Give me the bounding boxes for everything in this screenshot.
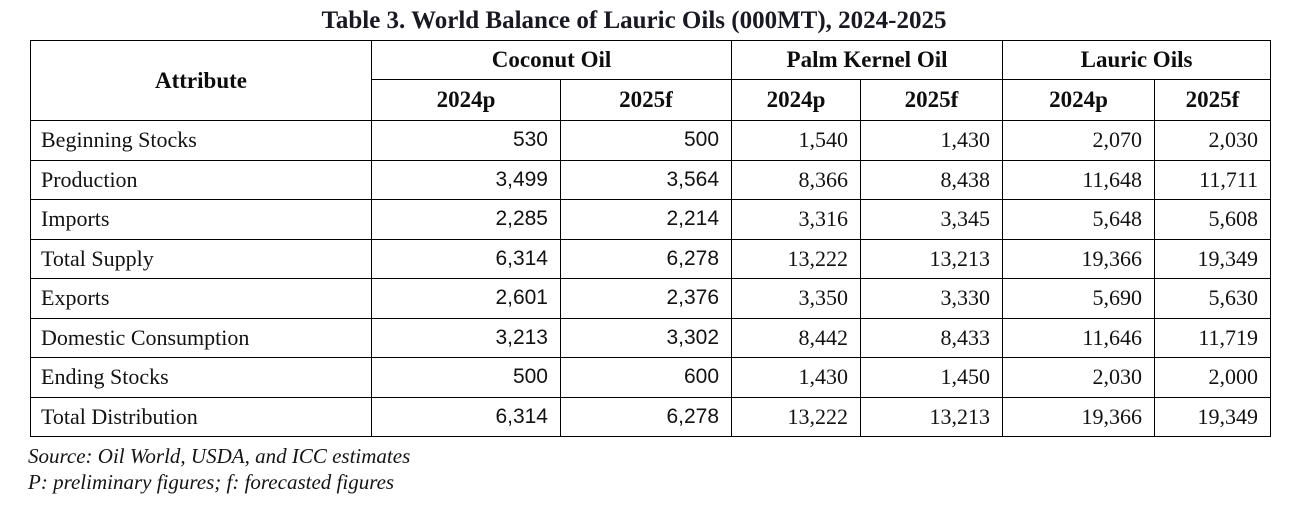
year-header-coconut-2025f: 2025f xyxy=(559,79,733,121)
value-cell: 13,213 xyxy=(860,396,1004,437)
table-row: Total Supply 6,314 6,278 13,222 13,213 19,366… xyxy=(30,238,1272,279)
value-cell: 2,285 xyxy=(371,199,561,240)
value-cell: 19,349 xyxy=(1154,238,1272,279)
value-cell: 6,314 xyxy=(371,238,561,279)
attribute-cell: Imports xyxy=(30,199,372,240)
year-header-lauric-2025f: 2025f xyxy=(1154,79,1272,121)
value-cell: 500 xyxy=(371,357,561,398)
value-cell: 2,030 xyxy=(1002,357,1156,398)
value-cell: 11,648 xyxy=(1002,159,1156,200)
attribute-cell: Exports xyxy=(30,278,372,319)
value-cell: 2,000 xyxy=(1154,357,1272,398)
value-cell: 19,366 xyxy=(1002,238,1156,279)
value-cell: 530 xyxy=(371,120,561,161)
value-cell: 1,430 xyxy=(860,120,1004,161)
value-cell: 11,646 xyxy=(1002,317,1156,358)
group-header-row: Attribute Coconut Oil Palm Kernel Oil La… xyxy=(30,40,1272,121)
value-cell: 600 xyxy=(559,357,733,398)
value-cell: 3,302 xyxy=(559,317,733,358)
value-cell: 11,719 xyxy=(1154,317,1272,358)
group-header-lauric-oils: Lauric Oils xyxy=(1002,40,1272,80)
value-cell: 3,499 xyxy=(371,159,561,200)
value-cell: 5,690 xyxy=(1002,278,1156,319)
group-header-palm-kernel-oil: Palm Kernel Oil xyxy=(731,40,1004,80)
table-row: Imports 2,285 2,214 3,316 3,345 5,648 5,608 xyxy=(30,199,1272,240)
attribute-cell: Total Distribution xyxy=(30,396,372,437)
value-cell: 2,070 xyxy=(1002,120,1156,161)
value-cell: 8,366 xyxy=(731,159,862,200)
value-cell: 3,316 xyxy=(731,199,862,240)
year-header-palm-2024p: 2024p xyxy=(731,79,862,121)
lauric-oils-balance-table: Attribute Coconut Oil Palm Kernel Oil La… xyxy=(30,40,1272,437)
attribute-cell: Production xyxy=(30,159,372,200)
value-cell: 19,366 xyxy=(1002,396,1156,437)
year-header-coconut-2024p: 2024p xyxy=(371,79,561,121)
value-cell: 6,278 xyxy=(559,396,733,437)
value-cell: 1,450 xyxy=(860,357,1004,398)
value-cell: 8,442 xyxy=(731,317,862,358)
attribute-cell: Ending Stocks xyxy=(30,357,372,398)
attribute-column-header: Attribute xyxy=(30,40,372,121)
year-header-palm-2025f: 2025f xyxy=(860,79,1004,121)
year-header-lauric-2024p: 2024p xyxy=(1002,79,1156,121)
source-note: Source: Oil World, USDA, and ICC estimat… xyxy=(28,444,411,468)
attribute-cell: Domestic Consumption xyxy=(30,317,372,358)
value-cell: 19,349 xyxy=(1154,396,1272,437)
value-cell: 13,222 xyxy=(731,238,862,279)
attribute-cell: Beginning Stocks xyxy=(30,120,372,161)
value-cell: 2,214 xyxy=(559,199,733,240)
value-cell: 2,030 xyxy=(1154,120,1272,161)
value-cell: 6,314 xyxy=(371,396,561,437)
value-cell: 500 xyxy=(559,120,733,161)
group-header-coconut-oil: Coconut Oil xyxy=(370,40,733,80)
value-cell: 2,601 xyxy=(371,278,561,319)
value-cell: 1,540 xyxy=(731,120,862,161)
value-cell: 6,278 xyxy=(559,238,733,279)
value-cell: 5,608 xyxy=(1154,199,1272,240)
table-row: Total Distribution 6,314 6,278 13,222 13,213… xyxy=(30,396,1272,437)
value-cell: 3,564 xyxy=(559,159,733,200)
table-header: Attribute Coconut Oil Palm Kernel Oil La… xyxy=(30,40,1272,121)
value-cell: 1,430 xyxy=(731,357,862,398)
value-cell: 11,711 xyxy=(1154,159,1272,200)
value-cell: 8,433 xyxy=(860,317,1004,358)
attribute-cell: Total Supply xyxy=(30,238,372,279)
table-row: Exports 2,601 2,376 3,350 3,330 5,690 5,630 xyxy=(30,278,1272,319)
table-row: Ending Stocks 500 600 1,430 1,450 2,030 2,000 xyxy=(30,357,1272,398)
value-cell: 13,213 xyxy=(860,238,1004,279)
year-header-row: 2024p 2025f 2024p 2025f 2024p 2025f xyxy=(31,79,1272,121)
table-body: Beginning Stocks 530 500 1,540 1,430 2,070 2,0… xyxy=(30,120,1272,437)
value-cell: 3,345 xyxy=(860,199,1004,240)
value-cell: 3,330 xyxy=(860,278,1004,319)
table-row: Production 3,499 3,564 8,366 8,438 11,648 11,7… xyxy=(30,159,1272,200)
value-cell: 5,630 xyxy=(1154,278,1272,319)
value-cell: 3,350 xyxy=(731,278,862,319)
value-cell: 8,438 xyxy=(860,159,1004,200)
table-title: Table 3. World Balance of Lauric Oils (0… xyxy=(321,7,947,34)
footnotes: Source: Oil World, USDA, and ICC estimat… xyxy=(28,443,1302,495)
table-row: Beginning Stocks 530 500 1,540 1,430 2,070 2,0… xyxy=(30,120,1272,161)
value-cell: 2,376 xyxy=(559,278,733,319)
legend-note: P: preliminary figures; f: forecasted fi… xyxy=(28,470,395,494)
value-cell: 13,222 xyxy=(731,396,862,437)
table-row: Domestic Consumption 3,213 3,302 8,442 8,433… xyxy=(30,317,1272,358)
value-cell: 5,648 xyxy=(1002,199,1156,240)
value-cell: 3,213 xyxy=(371,317,561,358)
